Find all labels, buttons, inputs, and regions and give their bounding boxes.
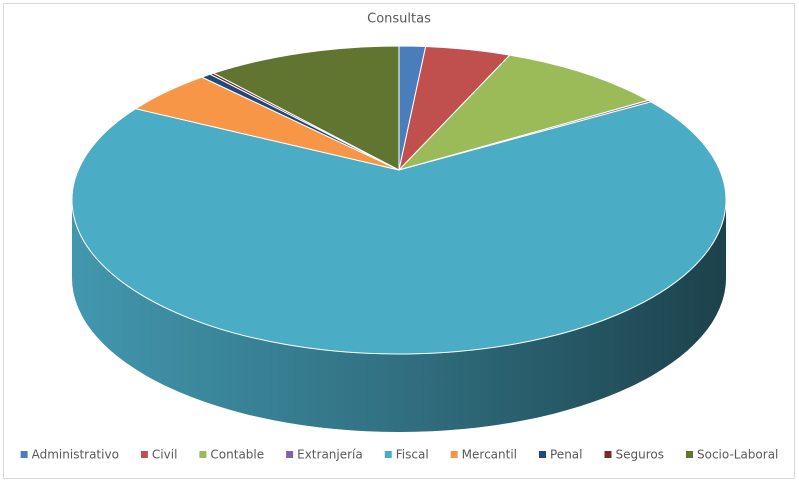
legend-item: Contable bbox=[199, 448, 264, 462]
slice bbox=[397, 54, 650, 171]
legend-item: Mercantil bbox=[450, 448, 517, 462]
side-shading bbox=[72, 200, 726, 432]
chart-title: Consultas bbox=[367, 12, 431, 27]
legend-swatch bbox=[199, 451, 207, 458]
legend-label: Civil bbox=[152, 448, 177, 462]
legend-swatch bbox=[539, 451, 546, 458]
legend-swatch bbox=[685, 451, 693, 458]
pie bbox=[71, 45, 727, 432]
legend-item: Penal bbox=[539, 448, 582, 462]
slice bbox=[212, 45, 400, 171]
legend: Administrativo Civil Contable Extranjería Fi… bbox=[20, 448, 778, 462]
legend-item: Socio-Laboral bbox=[685, 448, 778, 462]
legend-item: Civil bbox=[140, 448, 177, 462]
legend-item: Extranjería bbox=[286, 448, 363, 462]
legend-label: Contable bbox=[210, 448, 264, 462]
legend-swatch bbox=[450, 451, 458, 458]
legend-label: Fiscal bbox=[396, 448, 429, 462]
legend-swatch bbox=[286, 451, 294, 458]
legend-label: Penal bbox=[550, 448, 582, 462]
slice bbox=[71, 101, 727, 355]
legend-label: Socio-Laboral bbox=[697, 448, 778, 462]
legend-swatch bbox=[384, 451, 392, 458]
legend-swatch bbox=[140, 451, 148, 458]
legend-item: Seguros bbox=[604, 448, 664, 462]
legend-item: Fiscal bbox=[384, 448, 429, 462]
legend-item: Administrativo bbox=[20, 448, 119, 462]
legend-label: Seguros bbox=[615, 448, 664, 462]
legend-label: Extranjería bbox=[297, 448, 363, 462]
legend-label: Mercantil bbox=[462, 448, 517, 462]
legend-swatch bbox=[604, 451, 612, 458]
legend-swatch bbox=[20, 451, 28, 458]
legend-label: Administrativo bbox=[32, 448, 119, 462]
